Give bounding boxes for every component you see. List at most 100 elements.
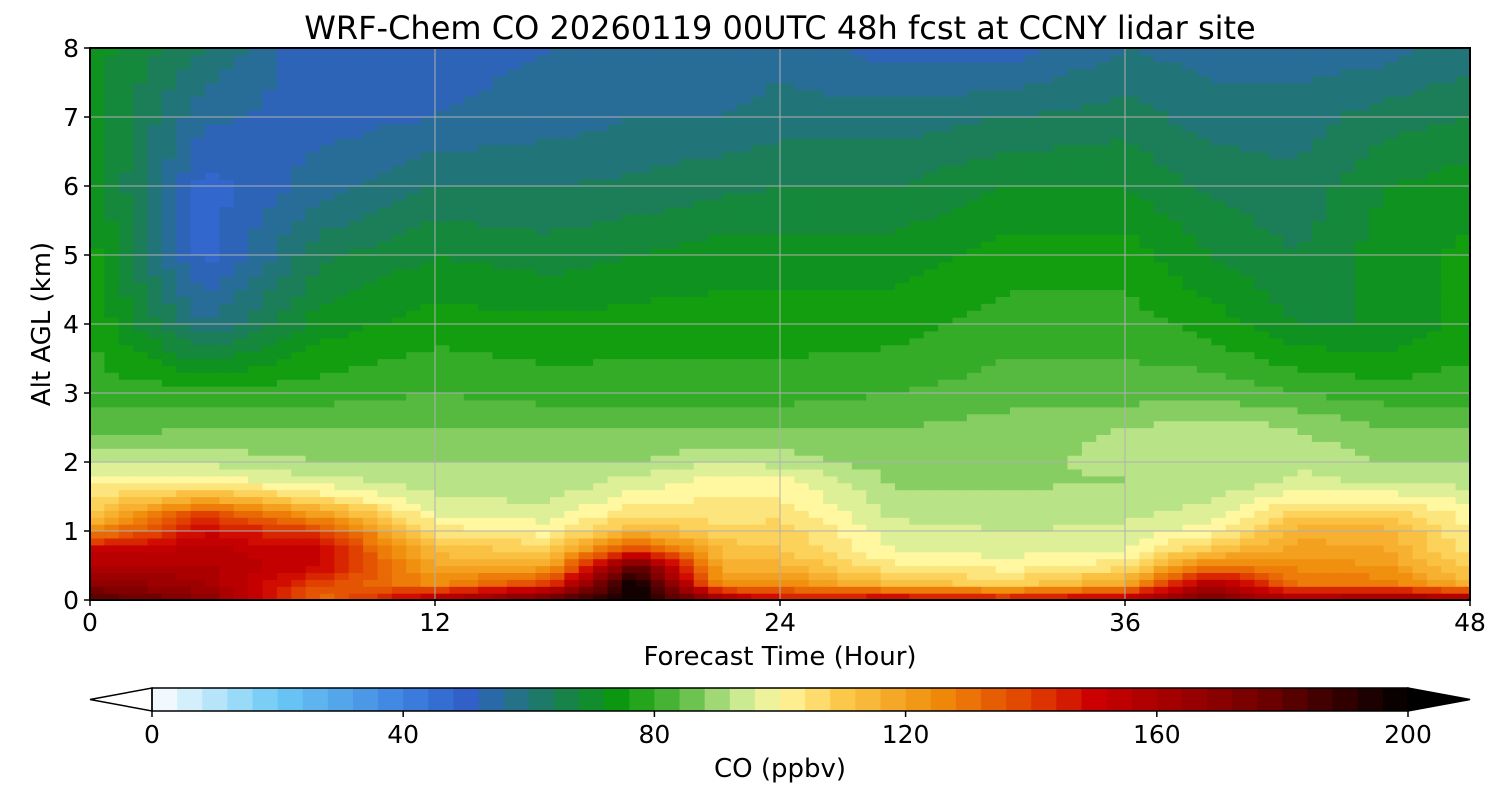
heatmap-cell <box>463 489 479 498</box>
heatmap-cell <box>506 351 522 360</box>
heatmap-cell <box>147 517 163 525</box>
heatmap-cell <box>348 303 364 311</box>
heatmap-cell <box>535 358 551 366</box>
heatmap-cell <box>104 82 120 90</box>
heatmap-cell <box>665 413 680 422</box>
heatmap-cell <box>693 310 709 318</box>
heatmap-cell <box>808 310 824 318</box>
heatmap-cell <box>348 241 364 249</box>
heatmap-cell <box>449 296 465 304</box>
heatmap-cell <box>492 117 508 125</box>
heatmap-cell <box>564 179 580 187</box>
heatmap-cell <box>276 572 292 580</box>
heatmap-cell <box>506 455 522 463</box>
heatmap-cell <box>808 579 824 587</box>
heatmap-cell <box>650 551 666 560</box>
heatmap-cell <box>463 503 479 511</box>
heatmap-cell <box>449 427 465 435</box>
heatmap-cell <box>650 544 666 553</box>
heatmap-cell <box>147 351 163 360</box>
heatmap-cell <box>291 386 307 394</box>
heatmap-cell <box>291 227 307 235</box>
heatmap-cell <box>391 192 407 201</box>
heatmap-cell <box>291 275 307 284</box>
heatmap-cell <box>276 475 292 484</box>
heatmap-cell <box>823 365 839 373</box>
heatmap-cell <box>276 565 292 573</box>
heatmap-cell <box>880 296 896 304</box>
heatmap-cell <box>823 496 839 504</box>
heatmap-cell <box>564 372 580 380</box>
heatmap-cell <box>90 406 105 415</box>
heatmap-cell <box>535 310 551 318</box>
heatmap-cell <box>895 510 910 518</box>
heatmap-cell <box>880 482 896 491</box>
heatmap-cell <box>564 324 580 332</box>
heatmap-cell <box>679 317 695 325</box>
heatmap-cell <box>320 531 335 539</box>
heatmap-cell <box>880 303 896 311</box>
heatmap-cell <box>780 468 795 477</box>
heatmap-cell <box>650 158 666 166</box>
heatmap-cell <box>147 268 163 277</box>
heatmap-cell <box>133 482 149 491</box>
heatmap-cell <box>751 317 767 325</box>
heatmap-cell <box>348 130 364 139</box>
heatmap-cell <box>478 151 494 159</box>
heatmap-cell <box>607 344 623 353</box>
heatmap-cell <box>492 551 508 560</box>
heatmap-cell <box>161 48 177 56</box>
heatmap-cell <box>693 399 709 408</box>
heatmap-cell <box>722 441 738 449</box>
heatmap-cell <box>147 503 163 511</box>
heatmap-cell <box>492 379 508 387</box>
heatmap-cell <box>679 206 695 215</box>
heatmap-cell <box>693 103 709 111</box>
heatmap-cell <box>133 268 149 277</box>
heatmap-cell <box>823 427 839 435</box>
heatmap-cell <box>909 310 925 318</box>
heatmap-cell <box>147 586 163 594</box>
heatmap-cell <box>391 379 407 387</box>
heatmap-cell <box>765 489 781 498</box>
heatmap-cell <box>205 130 220 139</box>
heatmap-cell <box>377 468 393 477</box>
heatmap-cell <box>147 192 163 201</box>
heatmap-cell <box>104 420 120 429</box>
heatmap-cell <box>506 365 522 373</box>
heatmap-cell <box>233 503 249 511</box>
heatmap-cell <box>866 386 882 394</box>
heatmap-cell <box>449 96 465 104</box>
heatmap-cell <box>305 593 321 600</box>
heatmap-cell <box>334 206 350 215</box>
heatmap-cell <box>305 531 321 539</box>
heatmap-cell <box>233 110 249 118</box>
heatmap-cell <box>377 351 393 360</box>
heatmap-cell <box>909 448 925 456</box>
heatmap-cell <box>708 572 724 580</box>
heatmap-cell <box>938 537 954 546</box>
heatmap-cell <box>219 144 235 153</box>
heatmap-cell <box>391 503 407 511</box>
heatmap-cell <box>334 510 350 518</box>
heatmap-cell <box>621 482 637 491</box>
heatmap-cell <box>851 537 867 546</box>
heatmap-cell <box>133 399 149 408</box>
heatmap-cell <box>722 531 738 539</box>
heatmap-cell <box>463 103 479 111</box>
heatmap-cell <box>276 337 292 346</box>
heatmap-cell <box>492 489 508 498</box>
heatmap-cell <box>765 206 781 215</box>
heatmap-cell <box>190 130 206 139</box>
heatmap-cell <box>463 558 479 567</box>
heatmap-cell <box>665 565 680 573</box>
heatmap-cell <box>679 420 695 429</box>
heatmap-cell <box>291 186 307 194</box>
heatmap-cell <box>478 303 494 311</box>
heatmap-cell <box>521 351 537 360</box>
heatmap-cell <box>578 96 594 104</box>
heatmap-cell <box>320 186 335 194</box>
heatmap-cell <box>650 441 666 449</box>
heatmap-cell <box>765 475 781 484</box>
heatmap-cell <box>966 551 982 560</box>
